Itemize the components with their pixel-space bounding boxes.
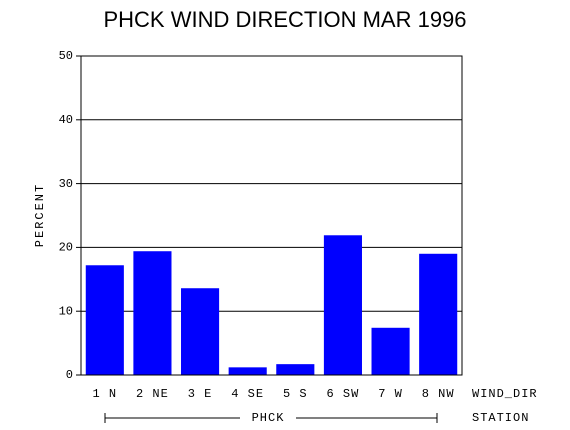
x-axis-label: WIND_DIR xyxy=(472,387,538,401)
bar xyxy=(85,265,124,375)
x-tick-label: 4 SE xyxy=(231,387,264,401)
y-tick-label: 50 xyxy=(59,49,73,63)
bar xyxy=(228,367,267,375)
x-tick-label: 2 NE xyxy=(136,387,169,401)
x-tick-label: 5 S xyxy=(283,387,308,401)
group-axis-label: STATION xyxy=(472,411,529,425)
x-tick-label: 1 N xyxy=(93,387,118,401)
bar xyxy=(323,235,362,375)
y-tick-label: 20 xyxy=(59,241,73,255)
bar xyxy=(181,288,220,375)
plot-frame xyxy=(80,55,463,376)
bar xyxy=(133,251,172,375)
x-tick-label: 7 W xyxy=(378,387,403,401)
x-tick-label: 8 NW xyxy=(422,387,455,401)
y-axis-label: PERCENT xyxy=(33,183,47,247)
bar xyxy=(276,364,315,375)
chart-title: PHCK WIND DIRECTION MAR 1996 xyxy=(103,7,466,32)
bar xyxy=(419,253,458,375)
y-tick-label: 30 xyxy=(59,177,73,191)
y-tick-label: 10 xyxy=(59,304,73,318)
bar xyxy=(371,327,410,375)
x-tick-label: 3 E xyxy=(188,387,213,401)
x-tick-label: 6 SW xyxy=(327,387,360,401)
group-bracket xyxy=(104,413,438,423)
group-label: PHCK xyxy=(252,411,285,425)
y-tick-label: 40 xyxy=(59,113,73,127)
y-tick-label: 0 xyxy=(66,368,73,382)
